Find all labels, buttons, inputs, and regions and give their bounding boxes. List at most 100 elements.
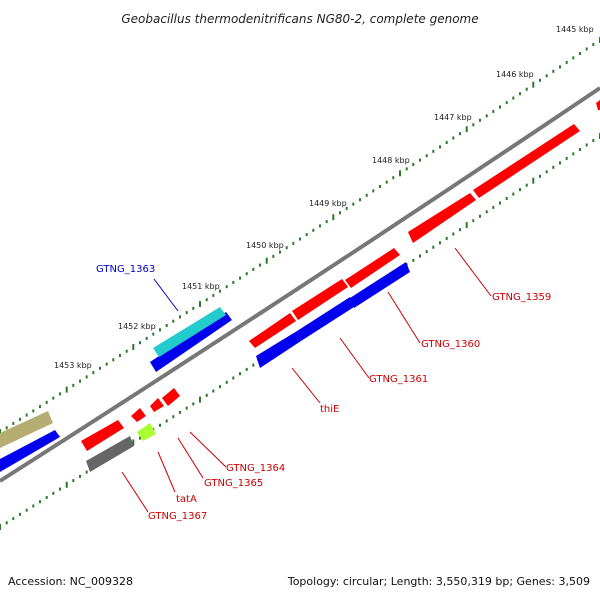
minor-tick	[272, 254, 275, 258]
minor-tick	[99, 366, 101, 370]
minor-tick	[499, 201, 501, 205]
gene-arrow-tatA[interactable]	[131, 408, 146, 422]
minor-tick	[59, 392, 61, 396]
minor-tick	[585, 47, 588, 51]
minor-tick	[25, 508, 28, 512]
minor-tick	[192, 306, 195, 310]
minor-tick	[205, 298, 208, 302]
minor-tick	[492, 205, 495, 209]
minor-tick	[512, 192, 515, 196]
gene-arrow-gray[interactable]	[86, 436, 134, 472]
minor-tick	[145, 336, 148, 340]
gene-arrow-gtng-1367[interactable]	[81, 420, 124, 451]
minor-tick	[472, 123, 475, 127]
tick-label: 1446 kbp	[496, 70, 534, 79]
major-tick	[132, 439, 135, 446]
gene-label-gtng-1363[interactable]: GTNG_1363	[96, 264, 155, 275]
red-leader-lines	[121, 247, 492, 513]
minor-tick	[245, 272, 248, 276]
blue-leader-line	[153, 278, 179, 312]
minor-tick	[79, 379, 81, 383]
outer-tick-row	[0, 37, 600, 435]
minor-tick	[392, 176, 395, 180]
minor-tick	[239, 372, 241, 376]
minor-tick	[139, 341, 141, 345]
major-tick	[532, 177, 535, 184]
minor-tick	[225, 380, 228, 384]
minor-tick	[85, 375, 88, 379]
gene-arrow-thiE-red[interactable]	[345, 248, 400, 288]
minor-tick	[299, 237, 301, 241]
gene-label-gtng-1365[interactable]: GTNG_1365	[204, 478, 263, 489]
gene-arrow-gtng-1363-blue[interactable]	[150, 312, 232, 372]
gene-label-gtng-1361[interactable]: GTNG_1361	[369, 374, 428, 385]
minor-tick	[545, 170, 548, 174]
genome-summary-text: Topology: circular; Length: 3,550,319 bp…	[287, 575, 590, 588]
minor-tick	[505, 101, 508, 105]
accession-text: Accession: NC_009328	[8, 575, 133, 588]
gene-arrow-blue-left[interactable]	[0, 430, 60, 472]
minor-tick	[252, 363, 255, 367]
genome-backbone	[0, 86, 600, 483]
gene-arrow-gtng-1362[interactable]	[249, 313, 296, 348]
minor-tick	[205, 393, 208, 397]
minor-tick	[179, 315, 181, 319]
minor-tick	[85, 470, 88, 474]
minor-tick	[212, 293, 215, 297]
minor-tick	[79, 474, 81, 478]
gene-label-gtng-1364[interactable]: GTNG_1364	[226, 463, 285, 474]
minor-tick	[112, 358, 115, 362]
tick-label: 1445 kbp	[556, 25, 594, 34]
gene-arrow-blue-2[interactable]	[297, 297, 354, 341]
gene-label-gtng-1367[interactable]: GTNG_1367	[148, 511, 207, 522]
minor-tick	[119, 354, 121, 357]
minor-tick	[485, 210, 488, 214]
gene-label-gtng-1360[interactable]: GTNG_1360	[421, 339, 480, 350]
gene-arrow-gtng-1361[interactable]	[292, 279, 348, 320]
gene-arrow-gtng-1358[interactable]	[596, 100, 600, 110]
major-tick	[132, 344, 135, 350]
major-tick	[465, 222, 468, 229]
gene-arrow-blue-3[interactable]	[256, 331, 301, 368]
major-tick	[199, 301, 201, 307]
gene-label-tatA[interactable]: tatA	[176, 494, 197, 505]
minor-tick	[419, 158, 421, 162]
gene-arrow-gtng-1360[interactable]	[408, 193, 476, 243]
minor-tick	[319, 224, 321, 228]
gene-label-gtng-1359[interactable]: GTNG_1359	[492, 292, 551, 303]
minor-tick	[165, 419, 168, 423]
minor-tick	[172, 415, 175, 419]
minor-tick	[559, 161, 561, 165]
gene-arrow-blue-1[interactable]	[350, 262, 410, 308]
gene-arrow-lime[interactable]	[137, 423, 156, 441]
minor-tick	[25, 413, 28, 417]
minor-tick	[565, 156, 568, 160]
minor-tick	[385, 180, 388, 184]
minor-tick	[5, 426, 8, 430]
inner-gene-ring	[0, 262, 410, 472]
minor-tick	[52, 396, 55, 400]
minor-tick	[412, 163, 415, 166]
outer-gene-ring	[81, 100, 600, 451]
minor-tick	[219, 385, 221, 389]
tick-label: 1453 kbp	[54, 361, 92, 370]
minor-tick	[472, 219, 475, 223]
minor-tick	[445, 236, 448, 240]
gene-label-thiE[interactable]: thiE	[320, 404, 339, 415]
minor-tick	[512, 96, 515, 100]
minor-tick	[459, 132, 461, 136]
minor-tick	[39, 500, 41, 504]
gene-arrow-gtng-1365[interactable]	[150, 398, 164, 412]
gene-arrow-olive[interactable]	[0, 411, 53, 448]
minor-tick	[245, 367, 248, 371]
minor-tick	[592, 139, 595, 142]
gene-arrow-gtng-1359[interactable]	[473, 124, 580, 198]
major-tick	[199, 396, 201, 403]
minor-tick	[499, 105, 501, 109]
minor-tick	[72, 383, 75, 387]
minor-tick	[45, 400, 48, 404]
gene-arrow-gtng-1364[interactable]	[162, 388, 180, 406]
gene-arrow-gtng-1363-cyan[interactable]	[153, 307, 226, 357]
minor-tick	[365, 193, 368, 197]
